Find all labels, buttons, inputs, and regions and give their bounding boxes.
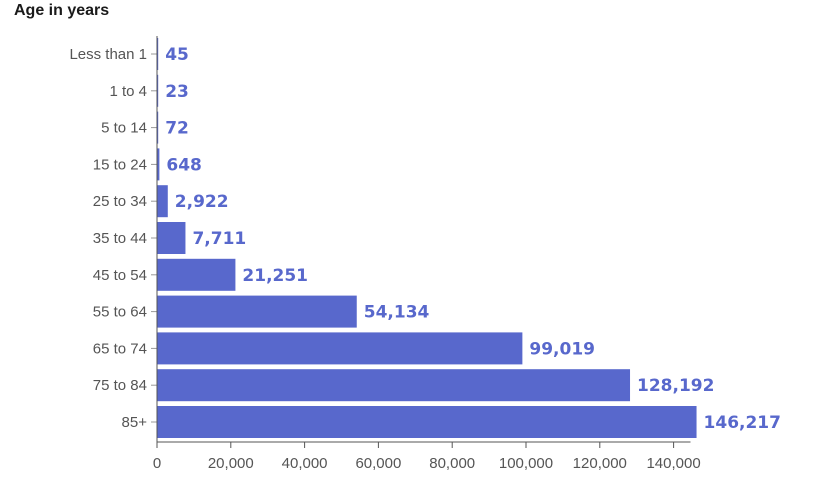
- bars-group: [157, 38, 697, 438]
- x-tick-label: 140,000: [646, 455, 700, 472]
- value-label: 648: [166, 155, 202, 175]
- category-label: 65 to 74: [93, 340, 147, 357]
- bar: [157, 148, 160, 181]
- category-label: Less than 1: [69, 46, 147, 63]
- bar: [157, 222, 186, 254]
- value-label: 23: [165, 82, 189, 102]
- value-label: 146,217: [704, 413, 781, 433]
- category-label: 25 to 34: [93, 193, 147, 210]
- bar: [157, 111, 159, 144]
- value-label: 7,711: [192, 229, 246, 249]
- value-label: 128,192: [637, 376, 714, 396]
- category-label: 5 to 14: [101, 120, 147, 137]
- chart-title: Age in years: [14, 2, 110, 19]
- value-label: 72: [165, 119, 189, 139]
- category-label: 85+: [122, 414, 148, 431]
- x-tick-label: 80,000: [429, 455, 475, 472]
- bar: [157, 369, 631, 402]
- category-label: 35 to 44: [93, 230, 147, 247]
- value-label: 54,134: [364, 303, 430, 323]
- bar: [157, 295, 357, 328]
- bar: [157, 185, 168, 218]
- bar: [157, 74, 159, 107]
- x-tick-label: 20,000: [208, 455, 254, 472]
- category-label: 45 to 54: [93, 267, 147, 284]
- bar: [157, 406, 697, 438]
- value-label: 45: [165, 45, 189, 65]
- x-tick-label: 100,000: [499, 455, 553, 472]
- value-labels: 45 23 72 648 2,922 7,711 21,251 54,134 99,019 128…: [165, 45, 781, 433]
- category-label: 55 to 64: [93, 304, 147, 321]
- value-label: 2,922: [175, 192, 229, 212]
- value-label: 99,019: [529, 339, 595, 359]
- bar: [157, 38, 159, 70]
- x-tick-label: 40,000: [282, 455, 328, 472]
- category-label: 15 to 24: [93, 156, 147, 173]
- x-tick-label: 120,000: [573, 455, 627, 472]
- bar: [157, 258, 236, 291]
- x-tick-label: 0: [153, 455, 161, 472]
- x-axis: 0 20,000 40,000 60,000 80,000 100,000 120,000 1…: [153, 441, 701, 472]
- value-label: 21,251: [242, 266, 308, 286]
- category-label: 1 to 4: [109, 83, 147, 100]
- x-tick-label: 60,000: [355, 455, 401, 472]
- category-label: 75 to 84: [93, 377, 147, 394]
- bar: [157, 332, 523, 365]
- category-labels: Less than 1 1 to 4 5 to 14 15 to 24 25 to 34…: [69, 46, 157, 431]
